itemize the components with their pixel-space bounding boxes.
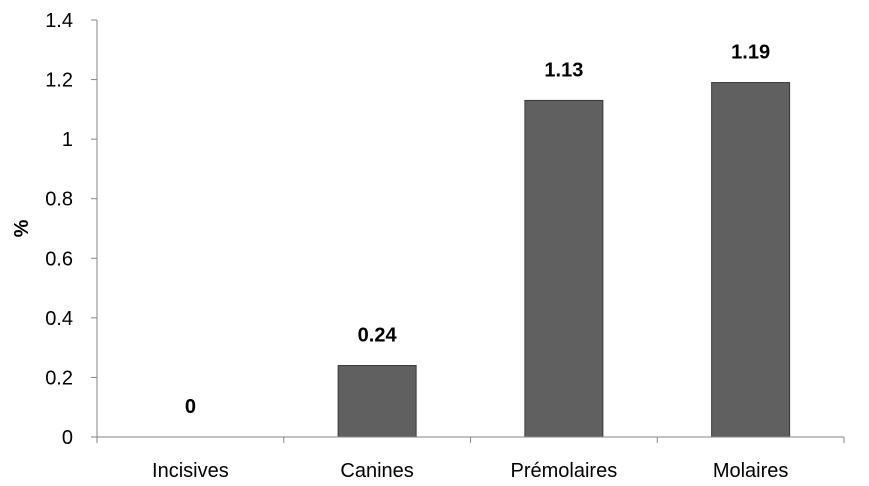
- bars-group: [338, 83, 790, 437]
- x-axis-ticks: Incisives Canines Prémolaires Molaires: [97, 437, 844, 482]
- y-tick-label: 0.6: [45, 248, 73, 270]
- y-axis-ticks: 0 0.2 0.4 0.6 0.8 1 1.2 1.4: [45, 10, 97, 449]
- data-label: 0.24: [358, 325, 398, 347]
- bar: [525, 100, 603, 437]
- y-tick-label: 1.2: [45, 70, 73, 92]
- x-tick-label: Molaires: [713, 460, 789, 482]
- y-tick-label: 0.8: [45, 189, 73, 211]
- y-axis-title: %: [11, 219, 33, 237]
- x-tick-label: Canines: [340, 460, 413, 482]
- y-tick-label: 0.2: [45, 367, 73, 389]
- data-label: 1.19: [731, 42, 770, 64]
- bar: [712, 83, 790, 437]
- y-tick-label: 0: [62, 427, 73, 449]
- data-label: 1.13: [544, 59, 583, 81]
- y-tick-label: 1.4: [45, 10, 73, 32]
- y-tick-label: 1: [62, 129, 73, 151]
- y-tick-label: 0.4: [45, 308, 73, 330]
- data-labels-group: 0 0.24 1.13 1.19: [185, 42, 770, 418]
- x-tick-label: Incisives: [152, 460, 229, 482]
- data-label: 0: [185, 396, 196, 418]
- bar: [338, 366, 416, 437]
- x-tick-label: Prémolaires: [511, 460, 618, 482]
